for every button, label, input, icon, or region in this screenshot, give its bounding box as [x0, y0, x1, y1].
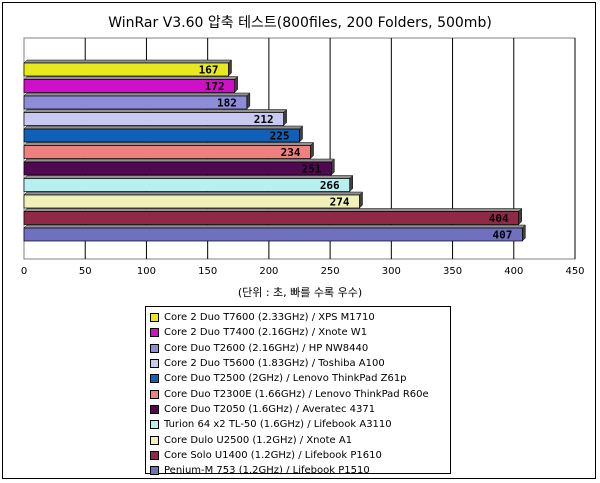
data-label: 407	[492, 229, 512, 242]
x-tick-label: 0	[21, 266, 27, 277]
legend-item: Core Duo T2500 (2GHz) / Lenovo ThinkPad …	[146, 371, 450, 386]
bars	[23, 59, 526, 242]
x-tick-label: 300	[382, 266, 401, 277]
legend-swatch	[150, 435, 159, 445]
legend-item: Core Solo U1400 (1.2GHz) / Lifebook P161…	[146, 448, 450, 463]
x-tick-label: 50	[79, 266, 92, 277]
data-label: 212	[254, 113, 274, 126]
legend-label: Turion 64 x2 TL-50 (1.6GHz) / Lifebook A…	[164, 419, 392, 431]
legend-item: Turion 64 x2 TL-50 (1.6GHz) / Lifebook A…	[146, 417, 450, 432]
legend-label: Core Duo T2300E (1.66GHz) / Lenovo Think…	[164, 388, 429, 400]
bar-top	[23, 191, 364, 196]
data-label: 266	[320, 179, 340, 192]
bar-top	[23, 109, 288, 113]
bar-top	[23, 92, 251, 97]
legend-item: Core Duo T2300E (1.66GHz) / Lenovo Think…	[146, 386, 450, 401]
data-label: 225	[270, 130, 290, 143]
legend: Core 2 Duo T7600 (2.33GHz) / XPS M1710 Co…	[145, 306, 451, 476]
bar	[23, 62, 229, 77]
legend-swatch	[150, 374, 159, 384]
bar-top	[23, 158, 335, 163]
legend-swatch	[150, 389, 159, 399]
legend-label: Core Dulo U2500 (1.2GHz) / Xnote A1	[164, 434, 353, 446]
chart-title: WinRar V3.60 압축 테스트(800files, 200 Folder…	[108, 15, 492, 31]
bar	[23, 178, 351, 192]
legend-swatch	[150, 466, 159, 476]
x-tick-label: 350	[443, 266, 462, 277]
bar-top	[23, 175, 354, 179]
data-label: 182	[217, 97, 237, 110]
x-tick-label: 450	[565, 266, 584, 277]
legend-label: Core Duo T2600 (2.16GHz) / HP NW8440	[164, 342, 369, 354]
data-label: 234	[281, 146, 301, 159]
bar	[23, 161, 332, 176]
legend-item: Core Duo T2050 (1.6GHz) / Averatec 4371	[146, 402, 450, 417]
bar-top	[23, 224, 526, 229]
legend-label: Core 2 Duo T7600 (2.33GHz) / XPS M1710	[164, 312, 375, 324]
legend-item: Core Dulo U2500 (1.2GHz) / Xnote A1	[146, 432, 450, 447]
bar	[23, 211, 520, 225]
legend-label: Penium-M 753 (1.2GHz) / Lifebook P1510	[164, 465, 370, 477]
legend-swatch	[150, 420, 159, 430]
legend-item: Core 2 Duo T7400 (2.16GHz) / Xnote W1	[146, 325, 450, 340]
bar	[23, 145, 311, 159]
legend-swatch	[150, 359, 159, 369]
legend-label: Core Solo U1400 (1.2GHz) / Lifebook P161…	[164, 449, 382, 461]
chart-frame	[2, 2, 596, 479]
x-tick-label: 400	[504, 266, 523, 277]
x-tick-label: 150	[198, 266, 217, 277]
x-axis-ticks: 0 50 100 150 200 250 300 350 400 450	[21, 266, 585, 277]
legend-swatch	[150, 343, 159, 353]
legend-item: Core 2 Duo T5600 (1.83GHz) / Toshiba A10…	[146, 356, 450, 371]
bar	[23, 194, 360, 209]
data-label: 167	[199, 64, 219, 77]
legend-label: Core 2 Duo T7400 (2.16GHz) / Xnote W1	[164, 327, 368, 339]
legend-item: Core 2 Duo T7600 (2.33GHz) / XPS M1710	[146, 310, 450, 325]
data-label: 274	[330, 196, 350, 209]
bar-top	[23, 208, 523, 212]
bar-top	[23, 125, 304, 130]
legend-swatch	[150, 313, 159, 323]
x-tick-label: 100	[137, 266, 156, 277]
legend-label: Core 2 Duo T5600 (1.83GHz) / Toshiba A10…	[164, 358, 385, 370]
data-label: 251	[301, 163, 321, 176]
bar-top	[23, 142, 315, 146]
legend-swatch	[150, 328, 159, 338]
bar	[23, 112, 284, 126]
x-tick-label: 250	[321, 266, 340, 277]
x-axis-label: (단위 : 초, 빠를 수록 우수)	[237, 286, 363, 299]
bar	[23, 79, 235, 93]
bar	[23, 95, 248, 110]
data-label: 172	[205, 80, 225, 93]
legend-item: Core Duo T2600 (2.16GHz) / HP NW8440	[146, 341, 450, 356]
data-label: 404	[489, 212, 509, 225]
legend-label: Core Duo T2500 (2GHz) / Lenovo ThinkPad …	[164, 373, 407, 385]
x-tick-label: 200	[259, 266, 278, 277]
bar	[23, 128, 300, 143]
legend-swatch	[150, 450, 159, 460]
legend-item: Penium-M 753 (1.2GHz) / Lifebook P1510	[146, 463, 450, 478]
bar	[23, 227, 523, 242]
legend-swatch	[150, 404, 159, 414]
legend-label: Core Duo T2050 (1.6GHz) / Averatec 4371	[164, 403, 376, 415]
